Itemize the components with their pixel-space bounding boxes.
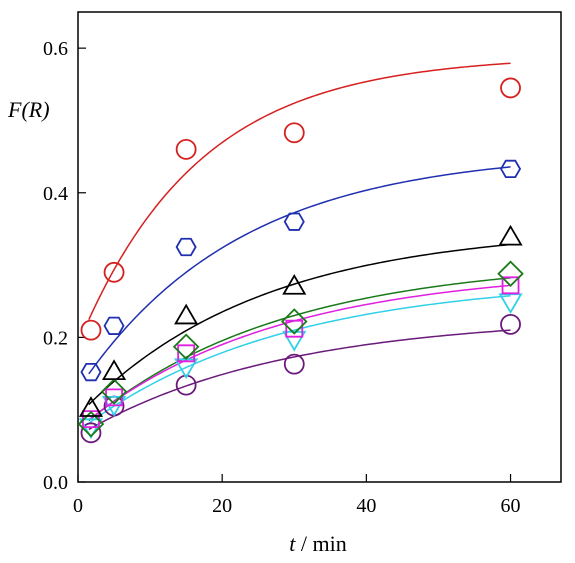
- data-point-series-5-4: [285, 319, 304, 338]
- data-point-series-5-2: [105, 388, 123, 407]
- data-point-series-1-1: [80, 319, 102, 341]
- data-point-series-2-1: [80, 362, 102, 382]
- x-tick-label: 40: [356, 495, 376, 517]
- data-point-series-4-4: [280, 308, 308, 335]
- y-tick-label: 0.2: [43, 327, 68, 349]
- data-point-series-2-2: [103, 316, 125, 335]
- fit-curve-series-1: [88, 62, 511, 321]
- data-point-series-7-1: [80, 422, 102, 444]
- x-tick-label: 60: [501, 495, 521, 517]
- fit-curve-series-3: [88, 243, 511, 406]
- data-point-series-3-3: [174, 303, 199, 325]
- y-tick-label: 0.4: [43, 183, 68, 205]
- data-point-series-1-4: [283, 122, 305, 144]
- data-point-series-3-1: [78, 396, 104, 417]
- axis-ticks: 0 20 40 60 0.0 0.2 0.4 0.6: [43, 38, 521, 517]
- y-axis-title: F(R): [7, 97, 50, 122]
- data-point-series-7-5: [500, 313, 521, 335]
- data-point-series-2-4: [283, 212, 305, 231]
- y-tick-label: 0.6: [43, 38, 68, 60]
- data-point-series-1-2: [103, 261, 125, 283]
- data-point-series-4-1: [77, 410, 105, 438]
- data-point-series-4-5: [497, 260, 524, 288]
- x-tick-label: 20: [212, 495, 232, 517]
- data-markers: [77, 77, 524, 444]
- data-point-series-4-2: [100, 378, 128, 405]
- data-point-series-3-4: [282, 273, 307, 295]
- fit-curves: [88, 62, 511, 431]
- fit-curve-series-5: [88, 284, 511, 421]
- data-point-series-2-3: [175, 237, 197, 257]
- data-point-series-7-4: [283, 353, 305, 375]
- data-point-series-6-1: [78, 418, 104, 440]
- data-point-series-4-3: [172, 333, 200, 361]
- data-point-series-1-3: [175, 138, 197, 160]
- data-point-series-6-5: [498, 293, 523, 315]
- data-point-series-5-5: [501, 276, 520, 295]
- x-tick-label: 0: [73, 495, 83, 517]
- fit-curve-series-7: [88, 329, 511, 431]
- fit-curve-series-2: [88, 166, 511, 375]
- data-point-series-3-5: [498, 224, 523, 246]
- data-point-series-5-3: [177, 344, 196, 363]
- x-axis-unit: / min: [295, 531, 346, 556]
- data-point-series-6-4: [282, 330, 307, 352]
- x-axis-variable: t: [289, 531, 296, 556]
- y-tick-label: 0.0: [43, 472, 68, 494]
- data-point-series-1-5: [500, 77, 521, 99]
- data-point-series-3-2: [101, 359, 127, 380]
- plot-frame: [77, 11, 562, 483]
- data-point-series-2-5: [500, 159, 522, 179]
- x-axis-title: t / min: [289, 531, 346, 556]
